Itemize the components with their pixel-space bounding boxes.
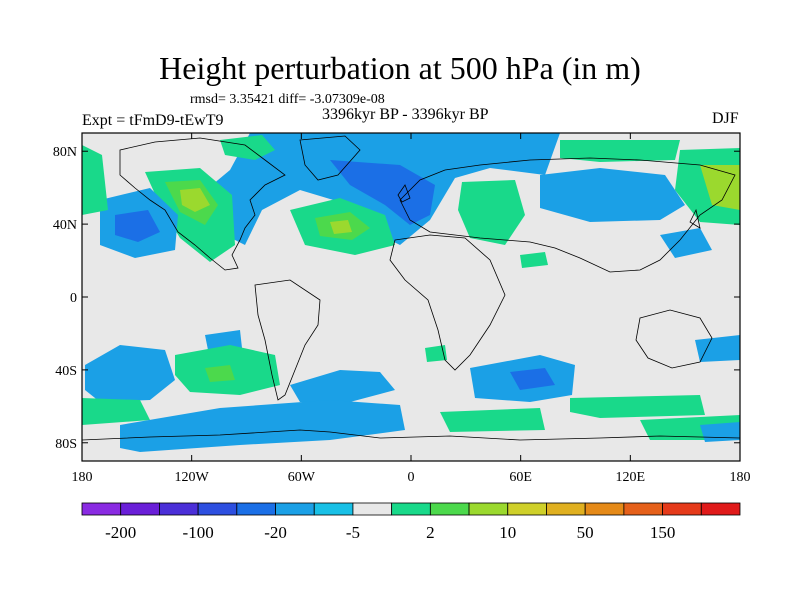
colorbar-swatch [429, 502, 470, 516]
colorbar-swatch [197, 502, 238, 516]
japan-coast [689, 208, 701, 229]
lat-tick-label: 0 [70, 291, 77, 306]
nh-positive-atlantic-peak [330, 220, 352, 234]
sh-positive-south-band [440, 408, 545, 432]
colorbar-swatch [313, 502, 354, 516]
colorbar-swatch [468, 502, 509, 516]
uk-coast [397, 184, 411, 203]
lat-tick-label: 80S [55, 437, 77, 452]
colorbar-label: -100 [183, 523, 214, 542]
colorbar-swatch [352, 502, 393, 516]
map-title: Height perturbation at 500 hPa (in m) [159, 50, 641, 86]
sh-negative-indian-core [510, 368, 555, 390]
sh-negative-antarctic [700, 422, 740, 442]
nh-negative-asia-edge [660, 228, 712, 258]
sh-negative-pacific [85, 345, 175, 402]
colorbar-swatch [236, 502, 276, 516]
colorbar-swatch [700, 502, 741, 516]
colorbar-swatch [391, 502, 431, 516]
nh-positive-greenland [220, 135, 275, 160]
colorbar-swatch [120, 502, 160, 516]
sh-negative-south-band [120, 400, 405, 452]
coastlines [82, 135, 740, 441]
latitude-axis: 80N 40N 0 40S 80S [53, 145, 740, 452]
stats-label: rmsd= 3.35421 diff= -3.07309e-08 [190, 92, 385, 107]
colorbar-swatch [507, 502, 547, 516]
colorbar-swatch [662, 502, 702, 516]
nh-positive-arctic [560, 140, 680, 162]
longitude-axis: 180 120W 60W 0 60E 120E 180 [72, 133, 751, 485]
nh-negative-asia [540, 168, 685, 222]
colorbar-label: -5 [346, 523, 360, 542]
lon-tick-label: 60W [288, 470, 316, 485]
colorbar-label: 150 [650, 523, 676, 542]
africa-coast [389, 234, 506, 371]
nh-positive-europe [458, 180, 525, 245]
nh-negative-pacific-core [115, 210, 160, 242]
colorbar-label: 10 [499, 523, 516, 542]
colorbar-swatch [81, 502, 122, 516]
europe-asia-coast [399, 157, 736, 273]
lon-tick-label: 120E [616, 470, 646, 485]
lat-tick-label: 40S [55, 364, 77, 379]
nh-positive-east-edge-core [700, 165, 740, 210]
colorbar-label: 2 [426, 523, 435, 542]
nh-negative-core [330, 160, 435, 225]
colorbar-swatch [275, 502, 315, 516]
map-field [82, 133, 740, 461]
south-america-coast [254, 279, 321, 401]
lon-tick-label: 120W [175, 470, 210, 485]
colorbar-swatch [546, 502, 586, 516]
north-america-coast [119, 137, 286, 271]
colorbar: -200 -100 -20 -5 2 10 50 150 [81, 502, 741, 542]
tropic-blob-2 [425, 345, 447, 362]
colorbar-label: 50 [577, 523, 594, 542]
lon-tick-label: 180 [730, 470, 751, 485]
greenland-coast [299, 135, 361, 181]
colorbar-label: -20 [264, 523, 287, 542]
tropic-blob-1 [205, 330, 242, 350]
tropic-blob-4 [520, 252, 548, 268]
antarctica-coast [82, 429, 740, 441]
lon-tick-label: 0 [408, 470, 415, 485]
lat-tick-label: 40N [53, 218, 77, 233]
australia-coast [635, 309, 713, 369]
sh-positive-southern-ocean [570, 395, 705, 418]
lat-tick-label: 80N [53, 145, 77, 160]
colorbar-label: -200 [105, 523, 136, 542]
season-label: DJF [712, 110, 739, 127]
experiment-label: Expt = tFmD9-tEwT9 [82, 112, 224, 129]
sh-positive-south-pacific [82, 398, 150, 425]
lon-tick-label: 60E [509, 470, 532, 485]
colorbar-swatch [584, 502, 625, 516]
tropic-blob-3 [695, 335, 740, 362]
colorbar-swatch [623, 502, 663, 516]
nh-positive-west-edge [82, 145, 108, 215]
sh-positive-pacific-core [205, 365, 235, 382]
colorbar-swatch [159, 502, 199, 516]
nh-positive-pacific-peak [180, 188, 210, 212]
period-label: 3396kyr BP - 3396kyr BP [322, 106, 489, 123]
sh-negative-atlantic [290, 370, 395, 402]
lon-tick-label: 180 [72, 470, 93, 485]
